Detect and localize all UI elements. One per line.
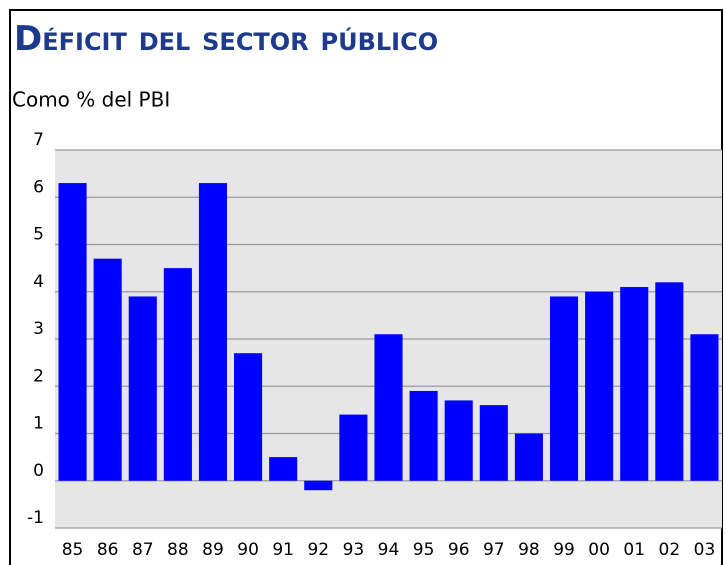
y-tick-label: 1 bbox=[33, 414, 44, 434]
bar bbox=[514, 433, 543, 481]
x-tick-label: 99 bbox=[553, 540, 575, 560]
bar bbox=[444, 400, 473, 481]
bar bbox=[655, 282, 684, 481]
x-tick-label: 92 bbox=[307, 540, 329, 560]
bar bbox=[549, 296, 579, 481]
bar bbox=[269, 457, 298, 481]
y-tick-label: 7 bbox=[33, 130, 44, 150]
bar bbox=[304, 480, 333, 491]
bar bbox=[93, 258, 122, 481]
y-tick-label: 3 bbox=[33, 319, 44, 339]
chart-title: Déficit del sector público bbox=[14, 19, 438, 59]
x-tick-label: 89 bbox=[202, 540, 224, 560]
bar bbox=[585, 291, 614, 481]
x-tick-label: 98 bbox=[518, 540, 540, 560]
y-tick-label: 4 bbox=[33, 272, 44, 292]
x-tick-label: 86 bbox=[97, 540, 119, 560]
y-tick-label: -1 bbox=[27, 508, 44, 528]
bar bbox=[128, 296, 157, 481]
x-tick-label: 95 bbox=[413, 540, 435, 560]
x-tick-label: 90 bbox=[237, 540, 259, 560]
x-tick-label: 87 bbox=[132, 540, 154, 560]
bar bbox=[690, 334, 719, 481]
x-tick-label: 02 bbox=[659, 540, 681, 560]
x-tick-label: 93 bbox=[343, 540, 365, 560]
x-tick-label: 00 bbox=[588, 540, 610, 560]
bar bbox=[374, 334, 403, 481]
bar bbox=[198, 183, 228, 481]
x-tick-label: 01 bbox=[623, 540, 645, 560]
x-tick-label: 91 bbox=[272, 540, 294, 560]
chart-subtitle: Como % del PBI bbox=[12, 88, 170, 112]
bar bbox=[163, 268, 192, 481]
x-tick-label: 94 bbox=[378, 540, 400, 560]
y-tick-label: 2 bbox=[33, 366, 44, 386]
y-tick-label: 0 bbox=[33, 461, 44, 481]
bar bbox=[479, 405, 508, 481]
x-tick-label: 88 bbox=[167, 540, 189, 560]
x-tick-label: 85 bbox=[62, 540, 84, 560]
x-tick-label: 03 bbox=[694, 540, 716, 560]
y-tick-label: 6 bbox=[33, 177, 44, 197]
bar bbox=[339, 414, 368, 481]
bar bbox=[409, 390, 438, 481]
bar bbox=[234, 353, 263, 481]
bar bbox=[58, 183, 87, 481]
bar bbox=[620, 287, 649, 481]
x-tick-label: 96 bbox=[448, 540, 470, 560]
y-tick-label: 5 bbox=[33, 225, 44, 245]
x-tick-label: 97 bbox=[483, 540, 505, 560]
